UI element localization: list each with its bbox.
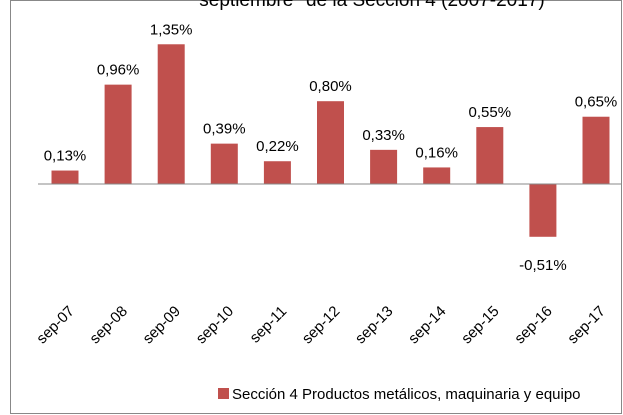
data-label: 0,80% [309,78,352,95]
data-label: 0,16% [415,144,458,161]
legend-swatch [218,388,229,399]
bar [157,44,185,185]
legend-label: Sección 4 Productos metálicos, maquinari… [232,386,581,403]
bar [263,161,291,184]
data-label: 0,33% [362,127,405,144]
data-label: 0,22% [256,138,299,155]
bar [529,184,557,237]
data-label: 0,65% [575,94,618,111]
data-label: 0,39% [203,121,246,138]
bar [210,143,238,184]
chart-title: septiembre* de la Sección 4 (2007-2017) [199,0,544,11]
bar [370,149,398,184]
data-label: 0,96% [97,62,140,79]
bar [104,84,132,184]
bar [423,167,451,184]
bar [476,127,504,184]
bar [317,101,344,184]
data-label: 0,13% [44,148,87,165]
data-label: 1,35% [150,21,193,38]
chart-border [10,0,622,414]
data-label: 0,55% [469,104,512,121]
bar [582,116,610,184]
data-label: -0,51% [519,257,567,274]
bar [51,170,79,184]
